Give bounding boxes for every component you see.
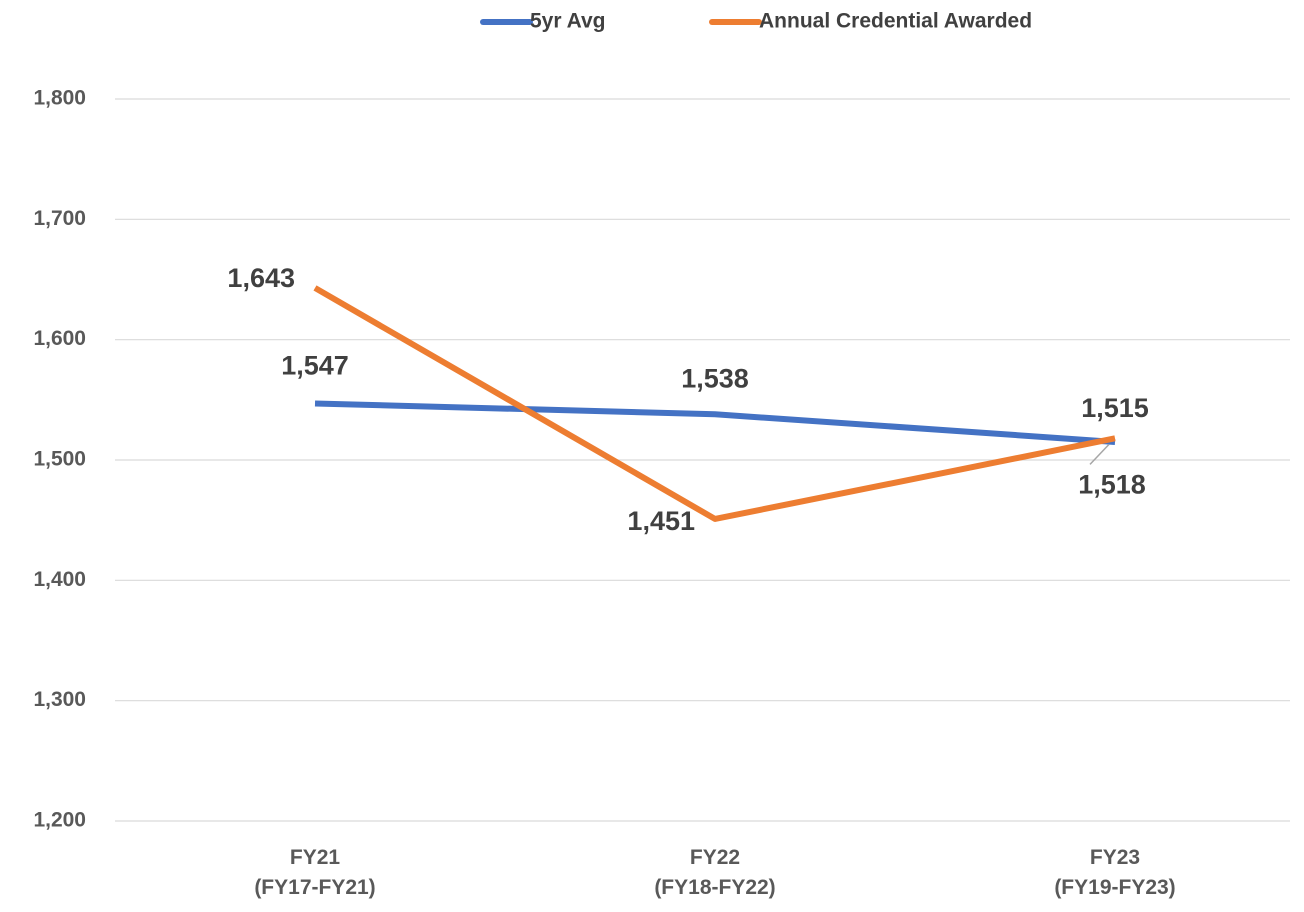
y-tick-label: 1,300 [33, 688, 86, 711]
legend-label: Annual Credential Awarded [759, 10, 1032, 33]
data-label: 1,518 [1078, 469, 1146, 499]
y-tick-label: 1,500 [33, 448, 86, 471]
data-label: 1,515 [1081, 393, 1149, 423]
legend-label: 5yr Avg [530, 10, 605, 33]
y-tick-label: 1,200 [33, 809, 86, 832]
x-tick-label: FY22 (FY18-FY22) [654, 846, 776, 899]
y-tick-label: 1,600 [33, 327, 86, 350]
series-line [313, 285, 1116, 522]
y-tick-label: 1,400 [33, 568, 86, 591]
data-label: 1,451 [627, 506, 695, 536]
x-tick-label: FY21 (FY17-FY21) [254, 846, 376, 899]
y-tick-label: 1,800 [33, 87, 86, 110]
x-tick-label: FY23 (FY19-FY23) [1054, 846, 1176, 899]
data-label: 1,547 [281, 351, 349, 381]
leader-line [1089, 443, 1110, 465]
series-line [314, 400, 1116, 445]
data-label: 1,538 [681, 363, 749, 393]
data-label: 1,643 [227, 263, 295, 293]
y-tick-label: 1,700 [33, 207, 86, 230]
